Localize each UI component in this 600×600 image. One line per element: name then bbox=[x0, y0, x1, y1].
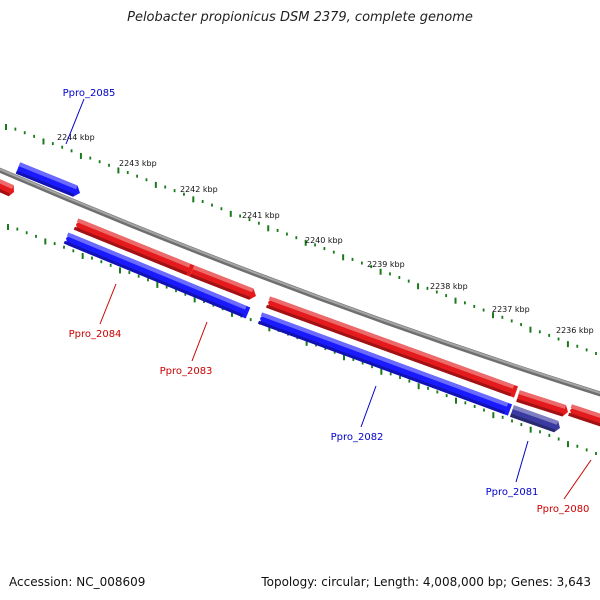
genome-title: Pelobacter propionicus DSM 2379, complet… bbox=[127, 10, 473, 25]
length-value: 4,008,000 bp bbox=[422, 575, 503, 589]
gene-label-ppro-2085[interactable]: Ppro_2085 bbox=[63, 88, 116, 99]
gene-label-ppro-2084[interactable]: Ppro_2084 bbox=[69, 329, 122, 340]
tick-label: 2242 kbp bbox=[180, 185, 218, 194]
tick-label: 2238 kbp bbox=[430, 282, 468, 291]
accession-label: Accession: bbox=[9, 575, 73, 589]
gene-arrow-forward-large[interactable] bbox=[266, 296, 518, 398]
genes-label: Genes: bbox=[510, 575, 553, 589]
gene-label-ppro-2080[interactable]: Ppro_2080 bbox=[537, 504, 590, 515]
gene-arrow-ppro-2083[interactable] bbox=[189, 265, 256, 300]
tick-label: 2243 kbp bbox=[119, 159, 157, 168]
gene-arrow-partial-left[interactable] bbox=[0, 179, 14, 197]
gene-callout-line bbox=[360, 385, 377, 428]
gene-arrow-ppro-2083-reverse[interactable] bbox=[63, 232, 251, 319]
gene-label-ppro-2081[interactable]: Ppro_2081 bbox=[486, 487, 539, 498]
gene-arrow-ppro-2084[interactable] bbox=[73, 218, 195, 277]
gene-arrow-ppro-2082[interactable] bbox=[257, 312, 513, 416]
gene-callout-line bbox=[65, 98, 85, 145]
gene-arrow-ppro-2080[interactable] bbox=[568, 404, 600, 427]
gene-arrow-ppro-2085[interactable] bbox=[15, 162, 80, 197]
tick-label: 2236 kbp bbox=[556, 326, 594, 335]
tick-label: 2240 kbp bbox=[305, 236, 343, 245]
topology-label: Topology: bbox=[261, 575, 318, 589]
accession-info: Accession: NC_008609 bbox=[9, 575, 145, 589]
length-label: Length: bbox=[373, 575, 420, 589]
gene-callout-line bbox=[191, 321, 208, 362]
genome-backbone bbox=[0, 167, 600, 397]
gene-callout-line bbox=[563, 459, 592, 500]
genome-backbone-highlight bbox=[0, 168, 600, 394]
tick-label: 2237 kbp bbox=[492, 305, 530, 314]
tick-label: 2244 kbp bbox=[57, 133, 95, 142]
gene-label-ppro-2082[interactable]: Ppro_2082 bbox=[331, 432, 384, 443]
gene-callout-line bbox=[99, 283, 117, 325]
topology-value: circular bbox=[321, 575, 366, 589]
accession-value: NC_008609 bbox=[76, 575, 146, 589]
tick-label: 2239 kbp bbox=[367, 260, 405, 269]
gene-arrow-ppro-2081[interactable] bbox=[510, 405, 560, 433]
gene-arrow-ppro-2081-forward[interactable] bbox=[516, 390, 568, 417]
genome-summary: Topology: circular; Length: 4,008,000 bp… bbox=[261, 575, 591, 589]
tick-label: 2241 kbp bbox=[242, 211, 280, 220]
genes-value: 3,643 bbox=[556, 575, 591, 589]
gene-label-ppro-2083[interactable]: Ppro_2083 bbox=[160, 366, 213, 377]
gene-callout-line bbox=[515, 440, 529, 483]
